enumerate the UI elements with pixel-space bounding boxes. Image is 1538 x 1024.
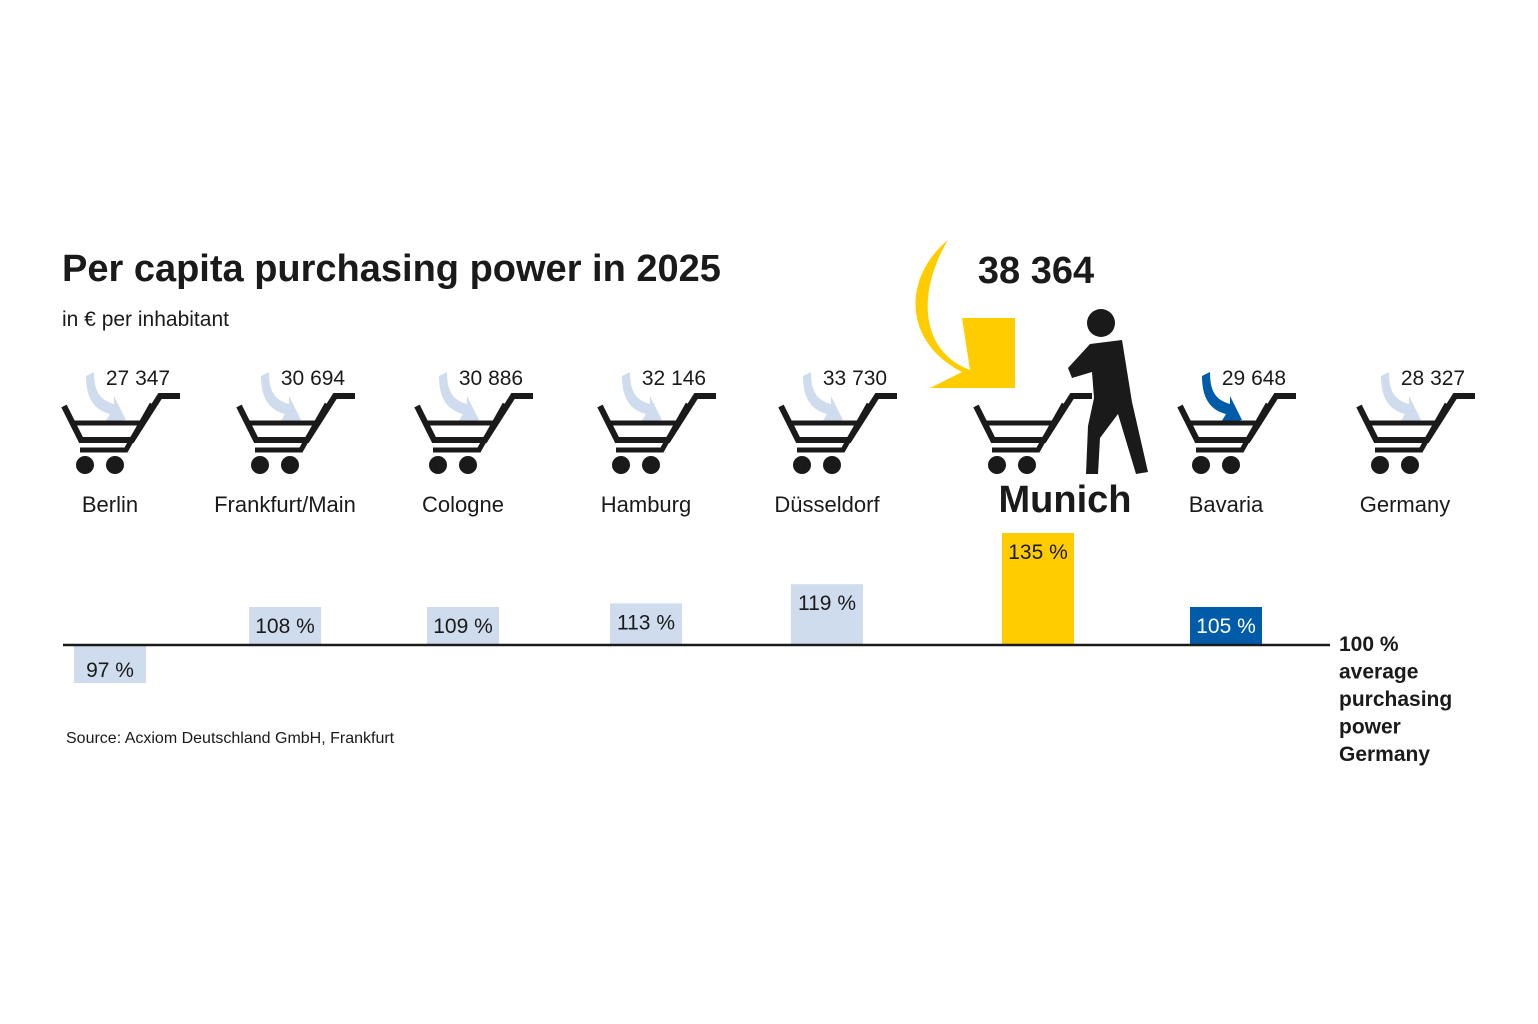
cart-wheel (793, 456, 811, 474)
chart-subtitle: in € per inhabitant (62, 308, 229, 331)
down-arrow-icon (1202, 372, 1242, 424)
bar-value-label: 113 % (617, 611, 675, 634)
big-down-arrow-icon (915, 240, 1015, 388)
shopping-cart-icon (1356, 393, 1475, 474)
down-arrow-icon (622, 372, 662, 424)
arrow-shape (439, 372, 479, 424)
shopping-cart-icon (1177, 393, 1296, 474)
arrow-shape (1202, 372, 1242, 424)
down-arrow-icon (803, 372, 843, 424)
arrow-shape (622, 372, 662, 424)
bar-value-label: 97 % (86, 659, 134, 682)
arrow-shape (261, 372, 301, 424)
cart-wheel (1192, 456, 1210, 474)
bar (74, 645, 146, 683)
baseline-label: 100 % average purchasing power Germany (1339, 633, 1452, 766)
down-arrow-icon (261, 372, 301, 424)
shopping-cart-icon (973, 393, 1092, 474)
arrow-shape (1381, 372, 1421, 424)
bar (610, 603, 682, 645)
baseline-label-line: power (1339, 716, 1401, 739)
category-label: Munich (999, 479, 1132, 521)
amount-label: 33 730 (823, 367, 887, 390)
bar (1190, 607, 1262, 645)
baseline-label-line: Germany (1339, 743, 1430, 766)
arrow-shape (803, 372, 843, 424)
person-body (1068, 340, 1148, 474)
bar-value-label: 135 % (1008, 541, 1068, 564)
shopping-cart-icon (414, 393, 533, 474)
cart-wheel (612, 456, 630, 474)
bar (427, 607, 499, 645)
baseline-label-line: average (1339, 661, 1418, 684)
cart-frame (433, 402, 508, 453)
cart-frame (797, 402, 872, 453)
arrow-shape (86, 372, 126, 424)
amount-label: 38 364 (978, 250, 1094, 292)
cart-frame (255, 402, 330, 453)
cart-frame (80, 402, 155, 453)
cart-wheel (988, 456, 1006, 474)
cart-frame (1196, 402, 1271, 453)
baseline-label-line: 100 % (1339, 633, 1399, 656)
down-arrow-icon (1381, 372, 1421, 424)
person-head (1087, 309, 1115, 337)
bar-value-label: 108 % (255, 615, 315, 638)
cart-frame (1375, 402, 1450, 453)
category-label: Frankfurt/Main (214, 492, 356, 517)
amount-label: 28 327 (1401, 367, 1465, 390)
cart-frame (992, 402, 1067, 453)
cart-wheel (1401, 456, 1419, 474)
category-label: Bavaria (1189, 492, 1264, 517)
cart-wheel (1222, 456, 1240, 474)
cart-wheel (1371, 456, 1389, 474)
amount-label: 30 886 (459, 367, 523, 390)
category-label: Berlin (82, 492, 138, 517)
category-label: Cologne (422, 492, 504, 517)
category-label: Düsseldorf (774, 492, 880, 517)
bar (249, 607, 321, 645)
chart-title: Per capita purchasing power in 2025 (62, 248, 721, 290)
amount-label: 32 146 (642, 367, 706, 390)
walking-person-icon (1068, 309, 1148, 474)
amount-label: 29 648 (1222, 367, 1286, 390)
down-arrow-icon (439, 372, 479, 424)
cart-wheel (429, 456, 447, 474)
category-label: Hamburg (601, 492, 691, 517)
cart-wheel (251, 456, 269, 474)
cart-wheel (106, 456, 124, 474)
cart-frame (616, 402, 691, 453)
amount-label: 27 347 (106, 367, 170, 390)
bar-value-label: 105 % (1196, 615, 1256, 638)
bar-value-label: 109 % (433, 615, 493, 638)
cart-wheel (459, 456, 477, 474)
bar (1002, 533, 1074, 645)
baseline-label-line: purchasing (1339, 688, 1452, 711)
down-arrow-icon (86, 372, 126, 424)
cart-wheel (76, 456, 94, 474)
cart-wheel (823, 456, 841, 474)
category-label: Germany (1360, 492, 1450, 517)
cart-wheel (642, 456, 660, 474)
bar-value-label: 119 % (798, 592, 856, 615)
source-note: Source: Acxiom Deutschland GmbH, Frankfu… (66, 730, 395, 747)
shopping-cart-icon (778, 393, 897, 474)
bar (791, 584, 863, 645)
shopping-cart-icon (597, 393, 716, 474)
shopping-cart-icon (236, 393, 355, 474)
amount-label: 30 694 (281, 367, 346, 390)
cart-wheel (281, 456, 299, 474)
cart-wheel (1018, 456, 1036, 474)
cart-basket (973, 393, 1092, 443)
shopping-cart-icon (61, 393, 180, 474)
